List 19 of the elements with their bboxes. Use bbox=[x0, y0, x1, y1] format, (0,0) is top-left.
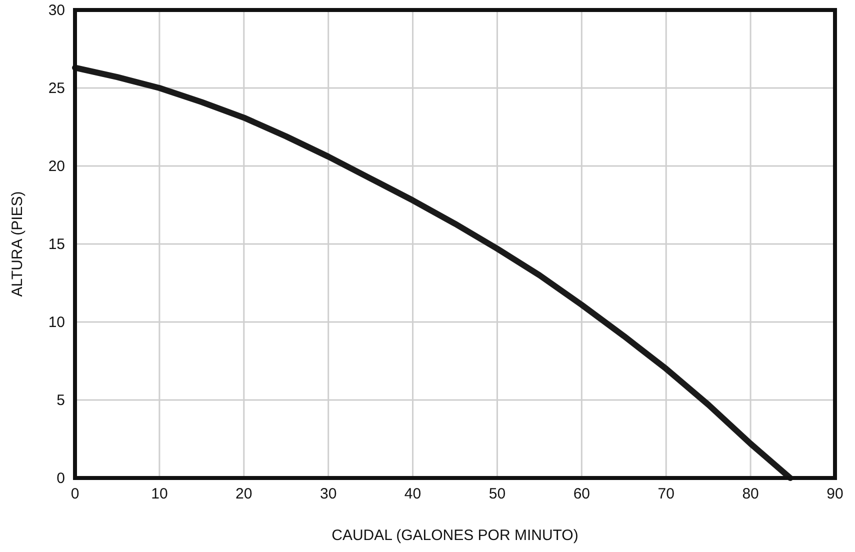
x-tick-label: 80 bbox=[742, 486, 759, 503]
y-tick-label: 0 bbox=[56, 470, 65, 487]
y-axis-title: ALTURA (PIES) bbox=[9, 191, 26, 297]
x-tick-label: 60 bbox=[573, 486, 590, 503]
x-tick-label: 70 bbox=[658, 486, 674, 503]
y-tick-label: 30 bbox=[48, 2, 65, 19]
y-tick-label: 25 bbox=[48, 80, 65, 97]
y-tick-label: 5 bbox=[56, 392, 65, 409]
x-tick-label: 40 bbox=[404, 486, 422, 503]
y-tick-label: 15 bbox=[48, 236, 65, 253]
y-tick-label: 10 bbox=[48, 314, 65, 331]
x-tick-label: 90 bbox=[826, 486, 844, 503]
x-tick-label: 0 bbox=[70, 486, 80, 503]
x-axis-title: CAUDAL (GALONES POR MINUTO) bbox=[332, 527, 578, 544]
x-tick-label: 50 bbox=[488, 486, 506, 503]
x-tick-label: 20 bbox=[236, 486, 252, 503]
x-tick-label: 30 bbox=[320, 486, 337, 503]
y-tick-label: 20 bbox=[48, 158, 65, 175]
x-tick-label: 10 bbox=[151, 486, 168, 503]
